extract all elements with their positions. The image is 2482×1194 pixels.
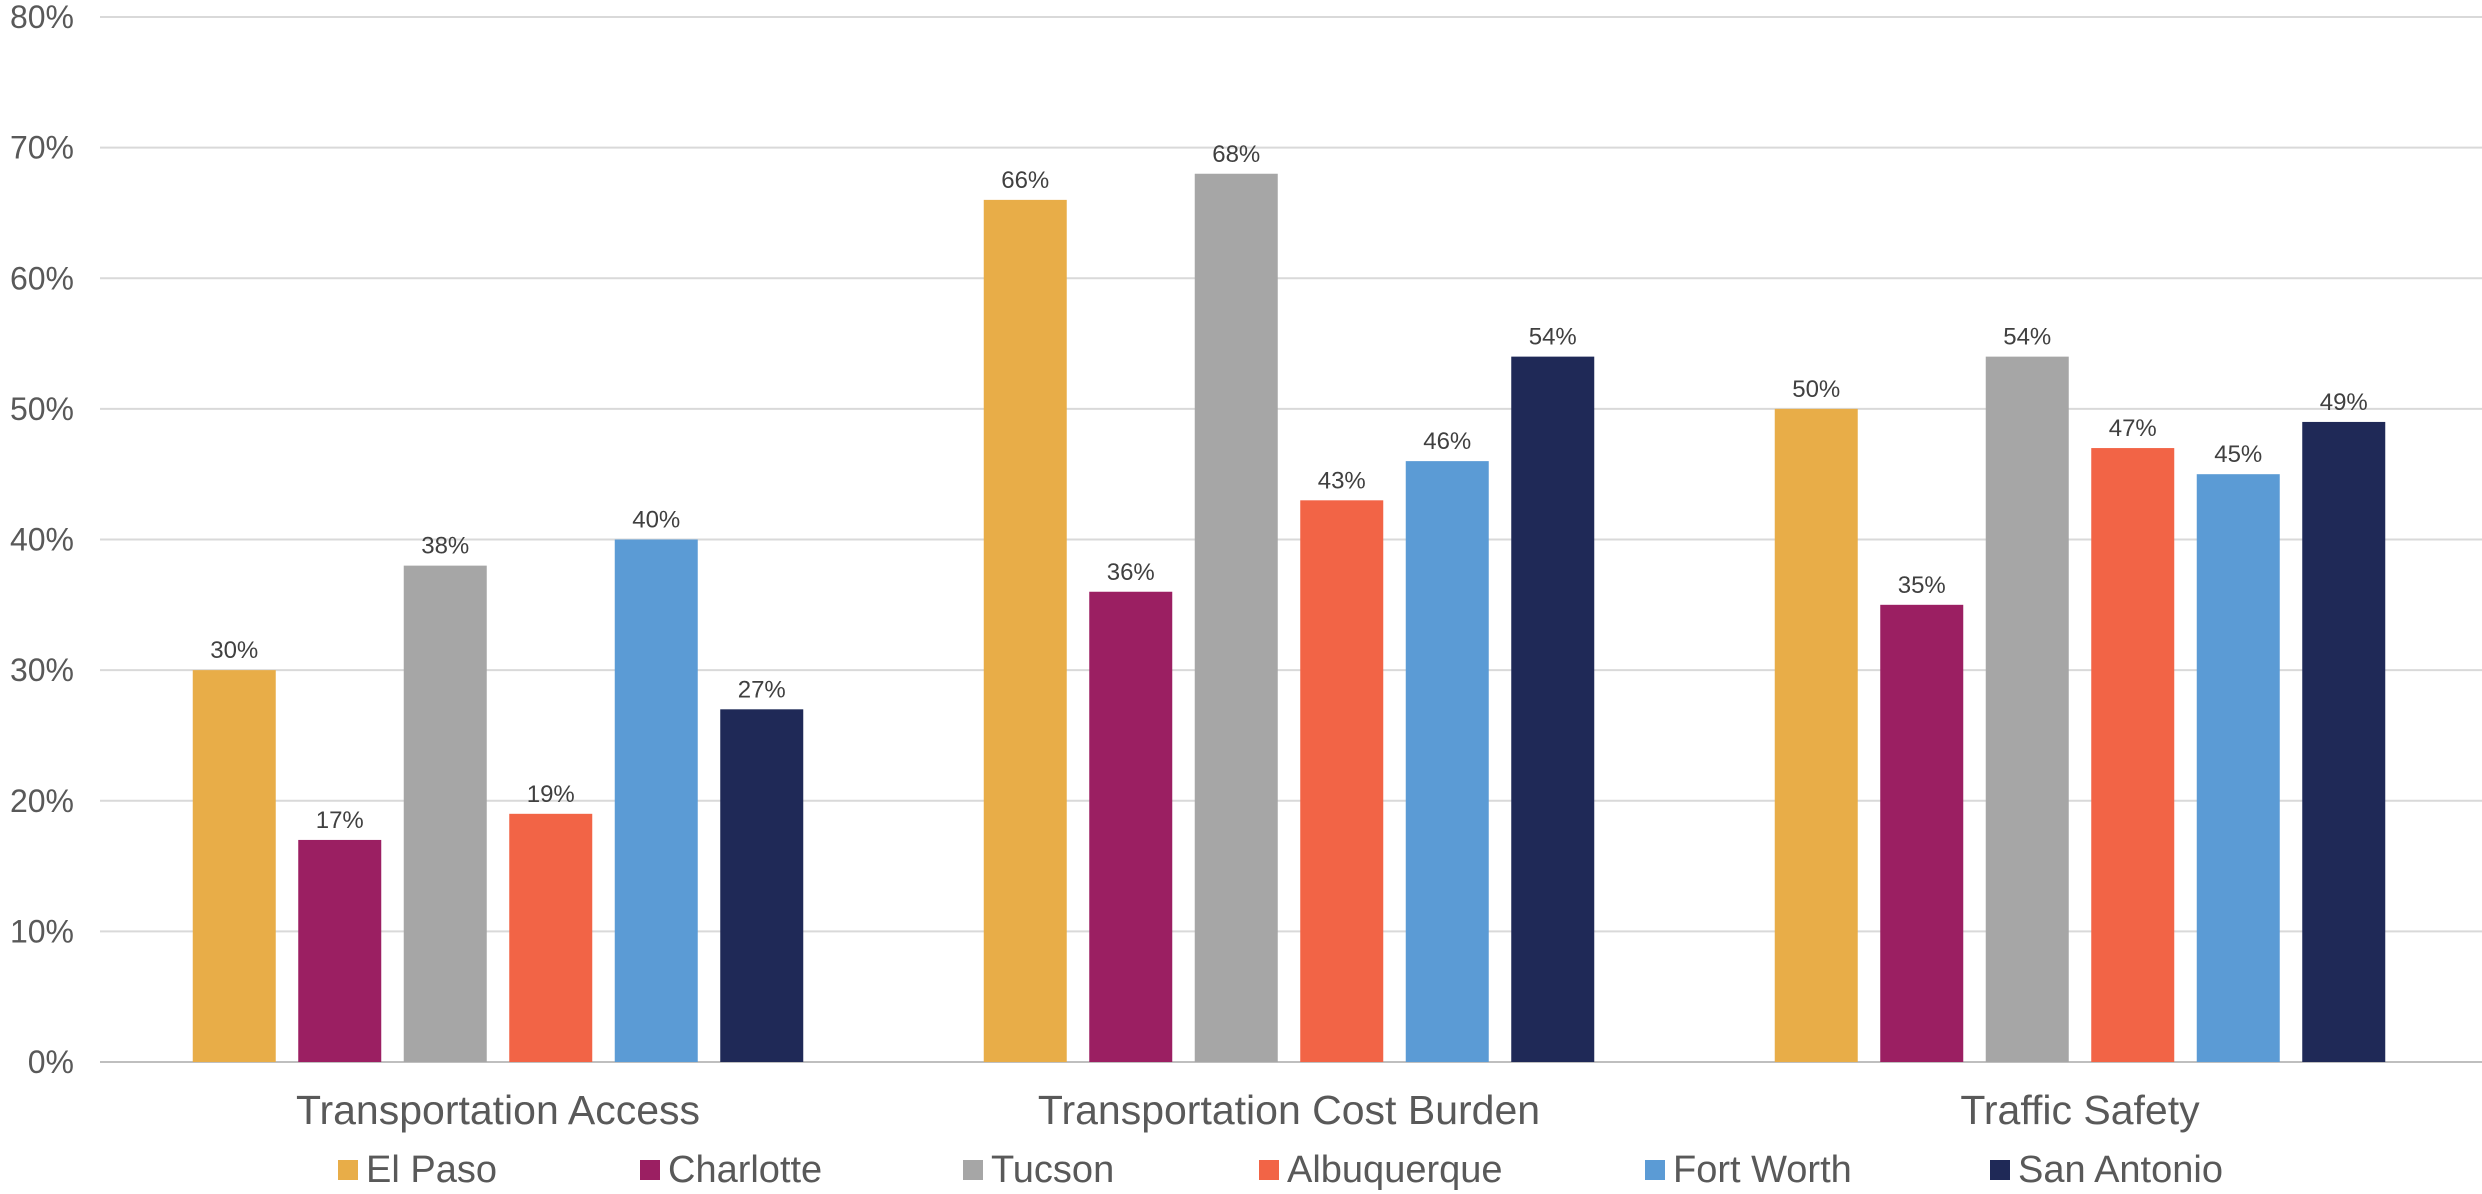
bar-fort-worth bbox=[1405, 461, 1489, 1062]
legend-swatch bbox=[963, 1160, 983, 1180]
bar-charlotte bbox=[298, 839, 382, 1062]
data-labels: 30% 17% 38% 19% 40% 27% 66% 36% 68% 43% 46% 54% 50% 3… bbox=[210, 141, 2368, 834]
bar-albuquerque bbox=[1300, 500, 1384, 1062]
data-label: 54% bbox=[1529, 324, 1577, 351]
data-label: 40% bbox=[632, 507, 680, 534]
data-label: 54% bbox=[2003, 324, 2051, 351]
category-label: Transportation Access bbox=[296, 1087, 700, 1133]
y-tick-label: 20% bbox=[10, 783, 74, 819]
y-tick-label: 70% bbox=[10, 130, 74, 166]
legend-swatch bbox=[1645, 1160, 1665, 1180]
legend-swatch bbox=[1259, 1160, 1279, 1180]
data-label: 66% bbox=[1001, 167, 1049, 194]
gridlines bbox=[100, 16, 2482, 1063]
y-tick-label: 10% bbox=[10, 913, 74, 949]
data-label: 17% bbox=[316, 807, 364, 834]
bar-san-antonio bbox=[2302, 421, 2386, 1062]
legend-swatch bbox=[1990, 1160, 2010, 1180]
category-label: Traffic Safety bbox=[1960, 1087, 2200, 1133]
legend-item-fort-worth: Fort Worth bbox=[1645, 1149, 1852, 1191]
bar-albuquerque bbox=[509, 813, 593, 1062]
y-tick-label: 50% bbox=[10, 391, 74, 427]
data-label: 38% bbox=[421, 533, 469, 560]
bar-el-paso bbox=[1774, 408, 1858, 1062]
legend-item-san-antonio: San Antonio bbox=[1990, 1149, 2223, 1191]
legend-label: Charlotte bbox=[668, 1149, 822, 1191]
data-label: 36% bbox=[1107, 559, 1155, 586]
y-tick-label: 80% bbox=[10, 0, 74, 35]
data-label: 27% bbox=[738, 676, 786, 703]
category-label: Transportation Cost Burden bbox=[1038, 1087, 1540, 1133]
y-tick-label: 40% bbox=[10, 522, 74, 558]
bars bbox=[192, 173, 2386, 1062]
bar-albuquerque bbox=[2091, 448, 2175, 1062]
legend-swatch bbox=[640, 1160, 660, 1180]
bar-tucson bbox=[1194, 173, 1278, 1062]
data-label: 35% bbox=[1898, 572, 1946, 599]
data-label: 68% bbox=[1212, 141, 1260, 168]
bar-fort-worth bbox=[2196, 474, 2280, 1062]
bar-san-antonio bbox=[720, 709, 804, 1062]
bar-el-paso bbox=[192, 670, 276, 1062]
legend-item-albuquerque: Albuquerque bbox=[1259, 1149, 1503, 1191]
y-tick-label: 0% bbox=[28, 1044, 74, 1080]
bar-fort-worth bbox=[614, 539, 698, 1062]
data-label: 47% bbox=[2109, 415, 2157, 442]
legend-label: Fort Worth bbox=[1673, 1149, 1852, 1191]
legend-item-tucson: Tucson bbox=[963, 1149, 1114, 1191]
x-axis-categories: Transportation Access Transportation Cost… bbox=[296, 1087, 2200, 1133]
legend-item-el-paso: El Paso bbox=[338, 1149, 497, 1191]
legend-item-charlotte: Charlotte bbox=[640, 1149, 822, 1191]
y-tick-label: 30% bbox=[10, 652, 74, 688]
legend: El Paso Charlotte Tucson Albuquerque Fort Wo… bbox=[338, 1149, 2223, 1191]
legend-label: El Paso bbox=[366, 1149, 497, 1191]
legend-label: Tucson bbox=[991, 1149, 1114, 1191]
y-axis-ticks: 0% 10% 20% 30% 40% 50% 60% 70% 80% bbox=[10, 0, 74, 1080]
legend-label: Albuquerque bbox=[1287, 1149, 1503, 1191]
bar-tucson bbox=[403, 565, 487, 1062]
legend-swatch bbox=[338, 1160, 358, 1180]
legend-label: San Antonio bbox=[2018, 1149, 2223, 1191]
data-label: 46% bbox=[1423, 428, 1471, 455]
bar-tucson bbox=[1985, 356, 2069, 1062]
bar-charlotte bbox=[1880, 604, 1964, 1062]
data-label: 45% bbox=[2214, 441, 2262, 468]
bar-charlotte bbox=[1089, 591, 1173, 1062]
data-label: 43% bbox=[1318, 467, 1366, 494]
y-tick-label: 60% bbox=[10, 260, 74, 296]
bar-el-paso bbox=[983, 199, 1067, 1062]
data-label: 49% bbox=[2320, 389, 2368, 416]
bar-san-antonio bbox=[1511, 356, 1595, 1062]
data-label: 30% bbox=[210, 637, 258, 664]
data-label: 50% bbox=[1792, 376, 1840, 403]
data-label: 19% bbox=[527, 781, 575, 808]
